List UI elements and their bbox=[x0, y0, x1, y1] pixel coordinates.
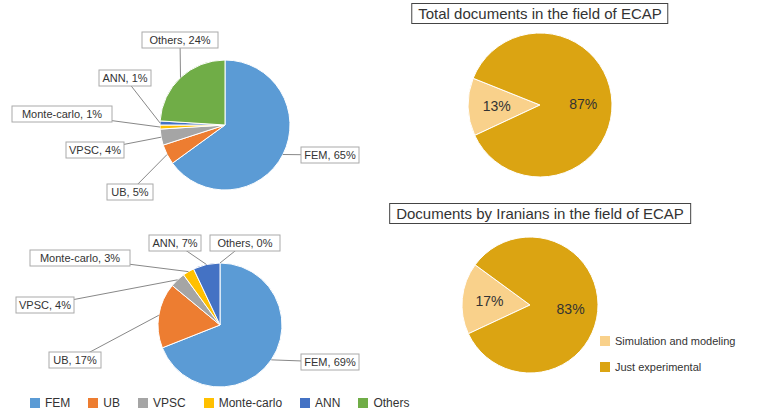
svg-text:ANN, 1%: ANN, 1% bbox=[102, 72, 147, 84]
html-text:Just experimental: Just experimental bbox=[615, 361, 702, 373]
html-text:Total documents in the field o: Total documents in the field of ECAP bbox=[418, 5, 662, 22]
svg-text:87%: 87% bbox=[569, 96, 597, 112]
svg-text:VPSC, 4%: VPSC, 4% bbox=[69, 144, 121, 156]
svg-text:ANN, 7%: ANN, 7% bbox=[152, 237, 197, 249]
svg-text:Others, 24%: Others, 24% bbox=[149, 34, 210, 46]
svg-text:83%: 83% bbox=[557, 301, 585, 317]
html-text:ANN: ANN bbox=[315, 396, 341, 410]
svg-text:FEM, 69%: FEM, 69% bbox=[304, 356, 356, 368]
html-text:Documents by Iranians in the f: Documents by Iranians in the field of EC… bbox=[396, 205, 684, 222]
svg-text:Monte-carlo, 1%: Monte-carlo, 1% bbox=[22, 108, 102, 120]
svg-text:17%: 17% bbox=[475, 293, 503, 309]
svg-text:Monte-carlo, 3%: Monte-carlo, 3% bbox=[40, 252, 120, 264]
html-text:UB: UB bbox=[103, 396, 120, 410]
svg-text:UB, 17%: UB, 17% bbox=[53, 354, 97, 366]
svg-text:UB, 5%: UB, 5% bbox=[111, 186, 149, 198]
html-text:Others: Others bbox=[373, 396, 410, 410]
html-text:FEM: FEM bbox=[45, 396, 71, 410]
html-text:VPSC: VPSC bbox=[153, 396, 186, 410]
svg-text:13%: 13% bbox=[483, 98, 511, 114]
html-text:Monte-carlo: Monte-carlo bbox=[218, 396, 283, 410]
svg-text:VPSC, 4%: VPSC, 4% bbox=[19, 299, 71, 311]
svg-text:FEM, 65%: FEM, 65% bbox=[304, 149, 356, 161]
html-text:Simulation and modeling: Simulation and modeling bbox=[615, 335, 736, 347]
svg-text:Others, 0%: Others, 0% bbox=[217, 237, 272, 249]
